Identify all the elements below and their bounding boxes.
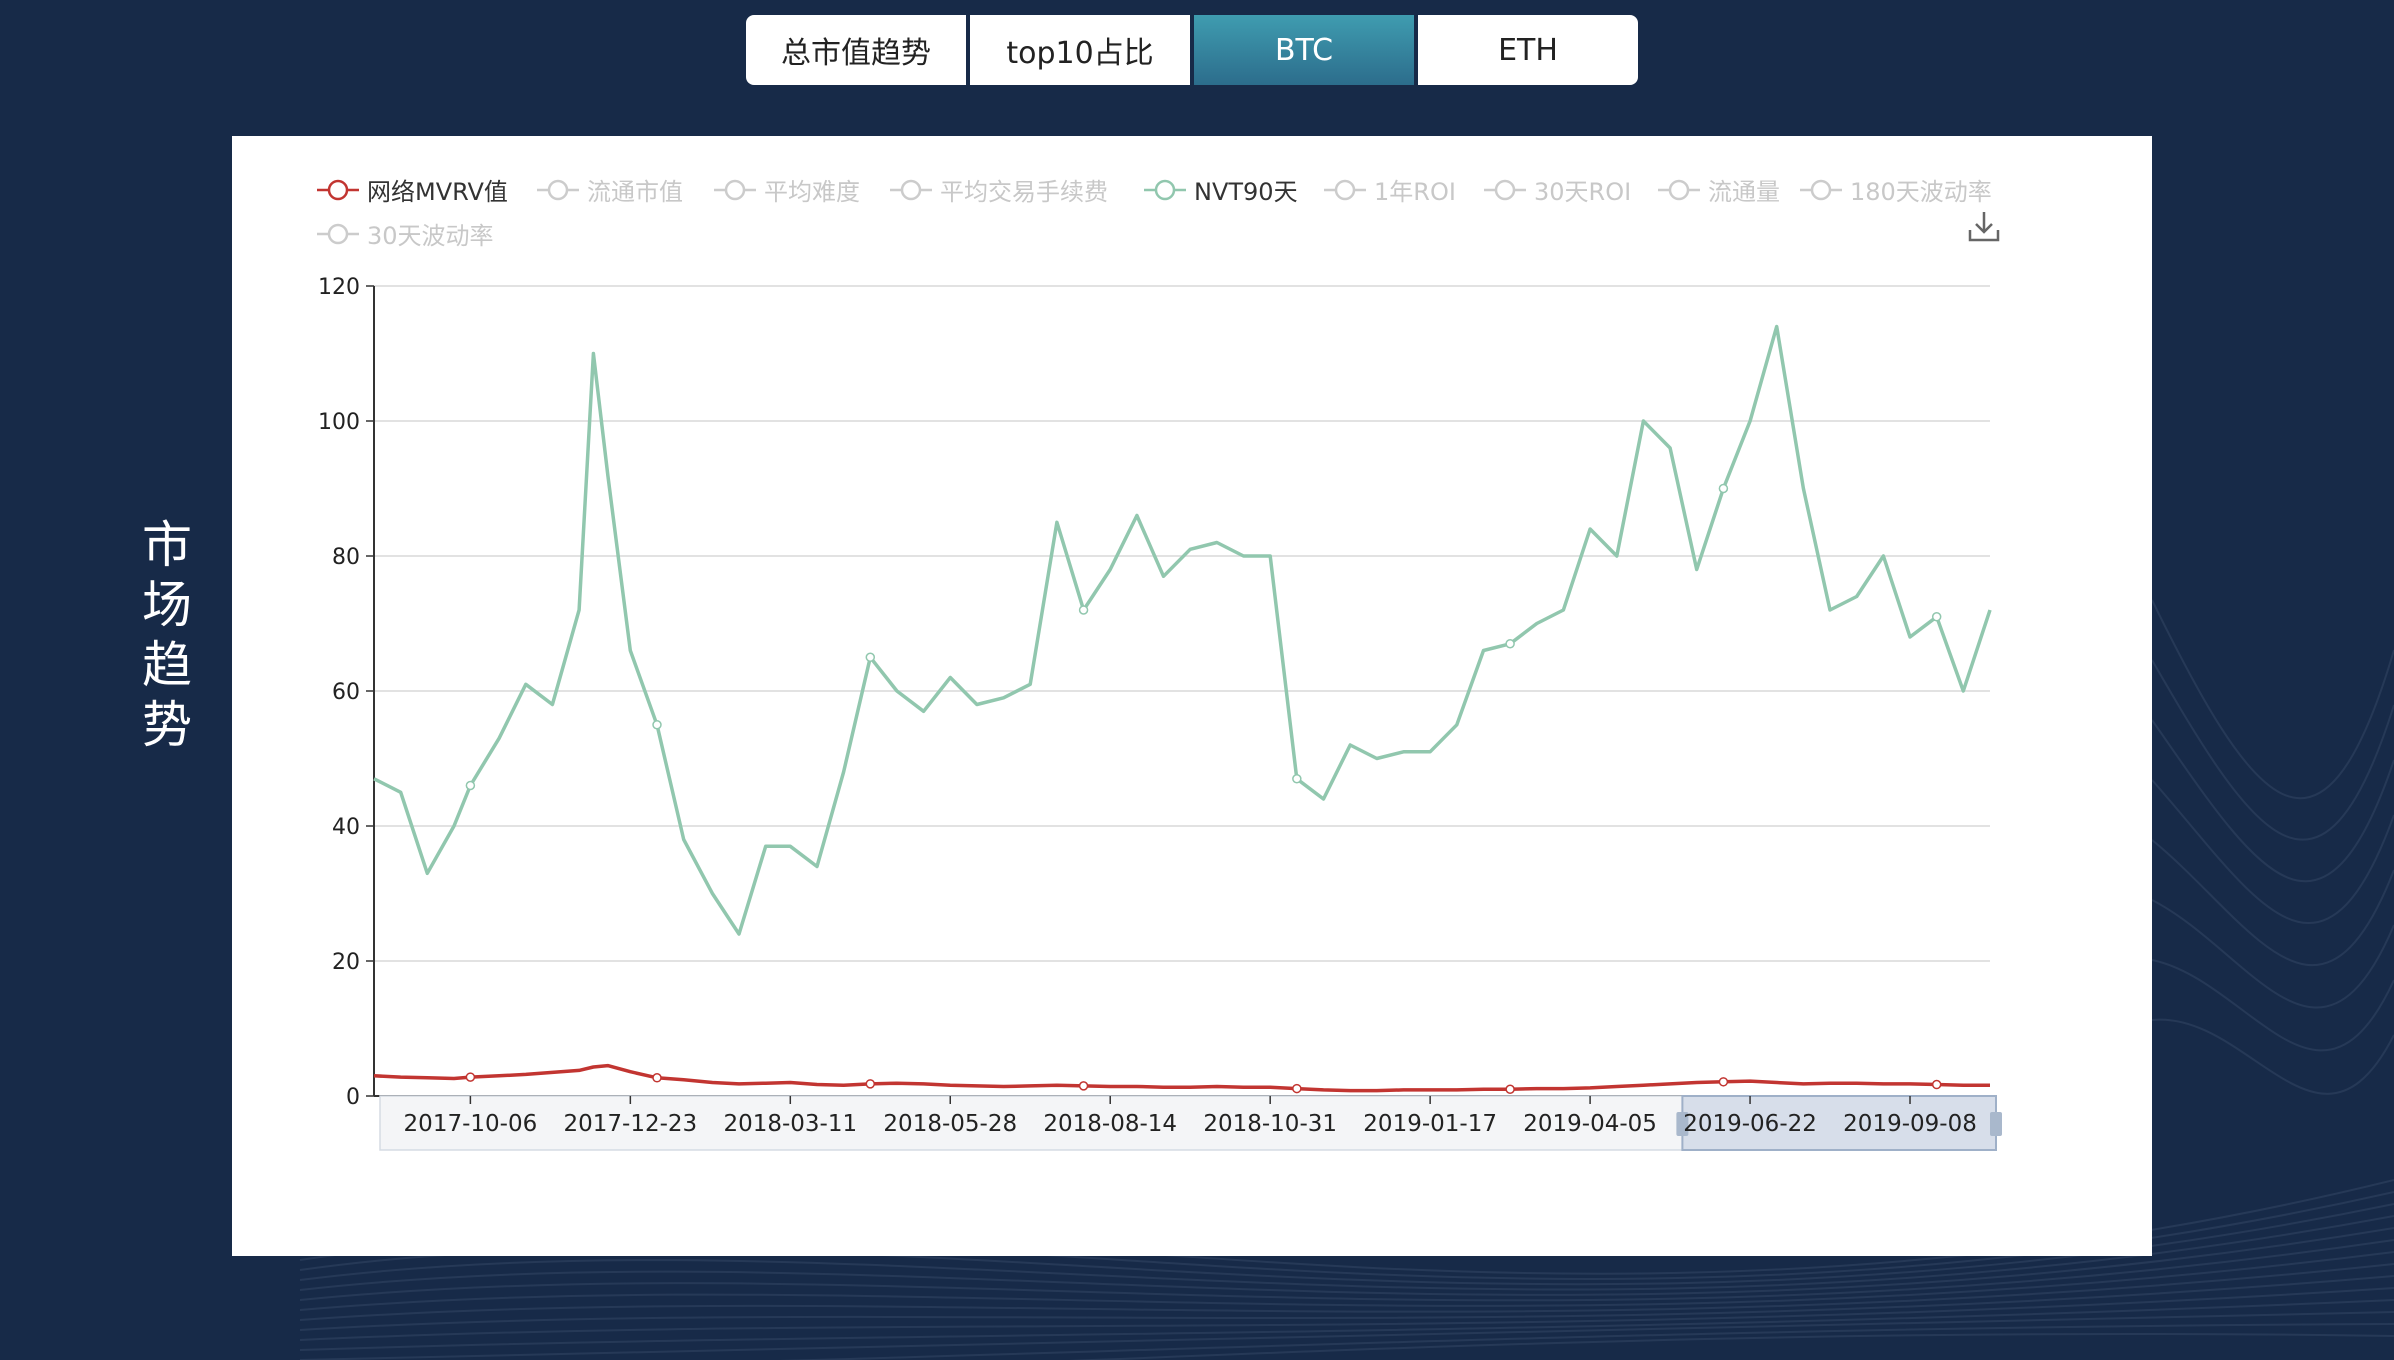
data-point (1931, 612, 1942, 622)
legend-label: 1年ROI (1374, 178, 1456, 206)
background-wave-line (1068, 1332, 2394, 1360)
line-chart: 0 20 40 60 80 100 120 2017-10-06 2017-12-23 2018-… (318, 275, 2002, 1151)
data-point (1718, 483, 1729, 494)
tab-bar: 总市值趋势 top10占比 BTC ETH (746, 15, 1638, 85)
legend-item-roi-30d[interactable]: 30天ROI (1484, 172, 1631, 207)
x-tick-label: 2018-03-11 (723, 1111, 857, 1137)
data-zoom-handle-right (1990, 1112, 2002, 1136)
legend-label: 平均难度 (764, 178, 860, 206)
legend-label: 网络MVRV值 (367, 178, 508, 206)
background-wave-line (2151, 659, 2394, 841)
background-wave-line (299, 1215, 2394, 1291)
legend-label: 流通市值 (587, 178, 683, 206)
legend-label: 流通量 (1708, 178, 1780, 206)
data-point (865, 1079, 876, 1089)
background-wave-line (299, 1287, 2394, 1341)
background-wave-line (2151, 899, 2394, 1009)
x-tick-label: 2019-01-17 (1363, 1111, 1497, 1137)
y-tick-label: 120 (318, 275, 360, 300)
series-line-nvt90 (373, 324, 1992, 936)
background-wave-line (2151, 719, 2394, 883)
data-point (1505, 1084, 1515, 1094)
background-wave-line (299, 1263, 2394, 1321)
data-point (465, 1072, 476, 1082)
legend-item-avg-difficulty[interactable]: 平均难度 (714, 172, 860, 207)
legend-marker-icon (1144, 179, 1186, 200)
legend-label: 30天ROI (1534, 178, 1632, 206)
legend-marker-icon (1484, 179, 1526, 200)
x-tick-label: 2018-08-14 (1043, 1111, 1177, 1137)
background-wave-line (299, 1299, 2394, 1351)
legend-item-avg-fee[interactable]: 平均交易手续费 (890, 172, 1108, 207)
legend-item-circulating-mcap[interactable]: 流通市值 (537, 172, 683, 207)
background-wave-line (2151, 779, 2394, 925)
background-wave-line (2151, 959, 2394, 1052)
legend-marker-icon (1658, 179, 1700, 200)
x-tick-label: 2019-09-08 (1843, 1111, 1977, 1137)
legend-marker-icon (890, 179, 932, 200)
background-wave-line (299, 1239, 2394, 1302)
legend-item-vol-30d[interactable]: 30天波动率 (317, 216, 494, 251)
y-tick-label: 0 (346, 1085, 360, 1110)
x-tick-label: 2017-12-23 (564, 1111, 698, 1137)
data-point (1292, 1083, 1302, 1094)
data-point (1718, 1077, 1729, 1087)
data-point (1078, 605, 1089, 615)
legend-marker-icon (714, 179, 756, 200)
legend-marker-icon (317, 179, 359, 200)
background-wave-line (299, 1227, 2394, 1296)
legend-item-mvrv[interactable]: 网络MVRV值 (317, 172, 508, 207)
legend-item-nvt90[interactable]: NVT90天 (1144, 172, 1298, 207)
background-wave-line (299, 1251, 2394, 1311)
legend-label: 平均交易手续费 (940, 178, 1108, 206)
y-tick-label: 20 (332, 950, 360, 975)
legend-label: 30天波动率 (367, 222, 494, 250)
background-wave-line (299, 1275, 2394, 1331)
data-point (652, 720, 662, 730)
x-tick-label: 2019-06-22 (1683, 1111, 1817, 1137)
y-tick-label: 100 (318, 410, 360, 435)
data-point (465, 780, 476, 791)
y-tick-label: 80 (332, 545, 360, 570)
background-wave-line (2151, 599, 2394, 800)
legend-label: NVT90天 (1194, 178, 1298, 206)
tab-btc[interactable]: BTC (1194, 15, 1414, 85)
legend-label: 180天波动率 (1850, 178, 1992, 206)
background-wave-line (2151, 839, 2394, 966)
chart-panel: 0 20 40 60 80 100 120 2017-10-06 2017-12-23 2018-… (232, 136, 2152, 1256)
tab-eth[interactable]: ETH (1418, 15, 1638, 85)
data-zoom-track (379, 1095, 1997, 1151)
data-zoom-window (1681, 1095, 1997, 1151)
data-point (1078, 1081, 1089, 1091)
data-point (1931, 1079, 1942, 1090)
download-icon[interactable] (1966, 208, 2002, 244)
legend-item-vol-180d[interactable]: 180天波动率 (1800, 172, 1992, 207)
legend-item-roi-1y[interactable]: 1年ROI (1324, 172, 1456, 207)
y-tick-label: 60 (332, 680, 360, 705)
data-point (865, 652, 876, 662)
data-point (652, 1073, 662, 1083)
legend-item-supply[interactable]: 流通量 (1658, 172, 1780, 207)
y-tick-label: 40 (332, 815, 360, 840)
x-tick-label: 2017-10-06 (404, 1111, 538, 1137)
side-title: 市场趋势 (142, 516, 192, 754)
tab-top10-share[interactable]: top10占比 (970, 15, 1190, 85)
x-tick-label: 2019-04-05 (1523, 1111, 1657, 1137)
data-zoom-handle-left (1676, 1112, 1689, 1136)
data-point (1505, 639, 1515, 649)
tab-market-cap-trend[interactable]: 总市值趋势 (746, 15, 966, 85)
legend-marker-icon (1324, 179, 1366, 200)
legend-marker-icon (317, 223, 359, 244)
background-wave-line (779, 1323, 2394, 1360)
background-wave-line (2151, 1018, 2394, 1095)
x-tick-label: 2018-10-31 (1203, 1111, 1337, 1137)
legend-marker-icon (537, 179, 579, 200)
legend-marker-icon (1800, 179, 1842, 200)
data-point (1292, 774, 1302, 784)
x-tick-label: 2018-05-28 (883, 1111, 1017, 1137)
series-line-mvrv (373, 1063, 1990, 1093)
